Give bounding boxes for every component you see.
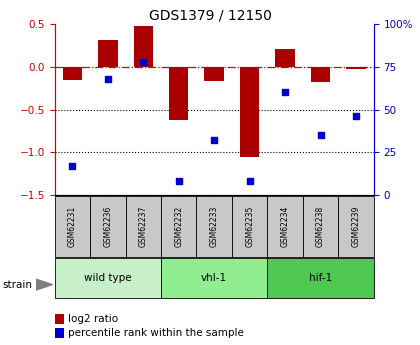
Bar xyxy=(126,196,161,257)
Bar xyxy=(232,196,268,257)
Bar xyxy=(161,258,268,298)
Bar xyxy=(311,67,331,82)
Bar xyxy=(90,196,126,257)
Polygon shape xyxy=(36,279,52,290)
Text: GSM62239: GSM62239 xyxy=(352,206,360,247)
Bar xyxy=(346,67,366,69)
Point xyxy=(69,163,76,169)
Bar xyxy=(169,67,189,120)
Bar xyxy=(276,49,295,67)
Text: GSM62235: GSM62235 xyxy=(245,206,254,247)
Bar xyxy=(205,67,224,81)
Point xyxy=(353,114,360,119)
Text: strain: strain xyxy=(2,280,32,289)
Text: vhl-1: vhl-1 xyxy=(201,273,227,283)
Bar xyxy=(55,196,90,257)
Bar xyxy=(63,67,82,80)
Point xyxy=(211,138,218,143)
Text: GSM62234: GSM62234 xyxy=(281,206,290,247)
Point xyxy=(105,76,111,81)
Bar xyxy=(303,196,339,257)
Text: GSM62233: GSM62233 xyxy=(210,206,219,247)
Text: GSM62232: GSM62232 xyxy=(174,206,183,247)
Text: wild type: wild type xyxy=(84,273,131,283)
Point xyxy=(317,132,324,138)
Bar xyxy=(134,26,153,67)
Text: log2 ratio: log2 ratio xyxy=(68,314,118,324)
Bar xyxy=(55,258,161,298)
Point xyxy=(176,178,182,184)
Text: GSM62237: GSM62237 xyxy=(139,206,148,247)
Text: percentile rank within the sample: percentile rank within the sample xyxy=(68,328,244,338)
Point xyxy=(282,90,289,95)
Text: GSM62231: GSM62231 xyxy=(68,206,77,247)
Bar xyxy=(268,258,374,298)
Point xyxy=(246,178,253,184)
Bar xyxy=(161,196,197,257)
Bar xyxy=(98,40,118,67)
Bar xyxy=(240,67,260,157)
Text: GSM62236: GSM62236 xyxy=(103,206,112,247)
Text: hif-1: hif-1 xyxy=(309,273,332,283)
Text: GSM62238: GSM62238 xyxy=(316,206,325,247)
Text: GDS1379 / 12150: GDS1379 / 12150 xyxy=(149,9,271,23)
Bar xyxy=(339,196,374,257)
Bar xyxy=(268,196,303,257)
Bar xyxy=(197,196,232,257)
Point xyxy=(140,59,147,65)
